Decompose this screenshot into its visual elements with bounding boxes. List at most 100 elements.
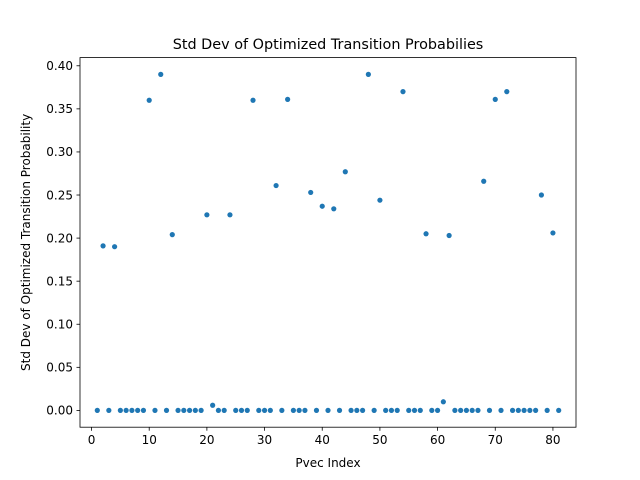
data-point <box>469 407 475 413</box>
data-point <box>325 407 331 413</box>
data-point <box>198 407 204 413</box>
y-tick-label: 0.20 <box>46 231 73 245</box>
data-point <box>446 232 452 239</box>
data-point <box>175 407 181 413</box>
plot-area <box>94 71 562 413</box>
data-point <box>256 407 262 413</box>
data-point <box>169 232 175 238</box>
data-point <box>215 407 222 413</box>
data-point <box>244 407 250 413</box>
data-point <box>377 197 383 203</box>
data-point <box>498 407 504 413</box>
data-point <box>400 89 406 95</box>
data-point <box>336 407 343 413</box>
data-point <box>383 407 389 413</box>
data-point <box>273 182 279 189</box>
x-tick-label: 0 <box>88 433 96 447</box>
data-point <box>521 407 527 413</box>
data-point <box>463 407 470 413</box>
y-tick-label: 0.40 <box>46 59 73 73</box>
data-point <box>302 407 308 413</box>
x-tick-label: 70 <box>488 433 503 447</box>
data-point <box>146 97 152 103</box>
data-point <box>475 407 481 413</box>
data-point <box>452 407 458 413</box>
data-point <box>290 407 296 413</box>
x-tick-label: 80 <box>545 433 560 447</box>
data-point <box>250 97 256 103</box>
data-point <box>204 212 210 218</box>
data-point <box>504 89 510 95</box>
y-tick-label: 0.00 <box>46 404 73 418</box>
data-point <box>406 407 412 413</box>
x-tick-label: 20 <box>199 433 214 447</box>
data-point <box>267 407 273 413</box>
data-point <box>94 407 100 413</box>
data-point <box>348 407 354 413</box>
data-point <box>515 407 521 413</box>
data-point <box>388 407 395 413</box>
data-point <box>285 96 291 102</box>
data-point <box>429 407 435 413</box>
data-point <box>319 203 325 209</box>
data-point <box>417 407 423 413</box>
chart-title: Std Dev of Optimized Transition Probabil… <box>173 37 484 53</box>
data-point <box>163 407 170 413</box>
data-point <box>261 407 268 413</box>
data-point <box>135 407 141 413</box>
data-point <box>106 407 112 413</box>
data-point <box>371 407 377 413</box>
y-tick-label: 0.30 <box>46 145 73 159</box>
y-axis: 0.00 0.05 0.10 0.15 0.20 0.25 0.30 0.35 0.40 <box>46 59 80 418</box>
data-point <box>112 244 118 250</box>
data-point <box>181 407 187 413</box>
data-point <box>527 407 533 413</box>
data-point <box>411 407 418 413</box>
data-point <box>279 407 285 413</box>
x-tick-label: 10 <box>142 433 157 447</box>
data-point <box>123 407 129 413</box>
data-point <box>296 407 302 413</box>
y-axis-label: Std Dev of Optimized Transition Probabil… <box>19 114 33 371</box>
data-point <box>227 212 233 218</box>
data-point <box>550 230 556 236</box>
y-tick-label: 0.15 <box>46 274 73 288</box>
data-point <box>129 407 135 413</box>
data-point <box>221 407 227 413</box>
data-point <box>486 407 493 413</box>
data-point <box>238 407 245 413</box>
data-point <box>538 192 545 198</box>
data-point <box>354 407 360 413</box>
data-point <box>140 407 147 413</box>
data-point <box>210 402 216 408</box>
data-point <box>331 206 337 212</box>
data-point <box>533 407 539 413</box>
data-point <box>360 407 366 413</box>
data-point <box>313 407 320 413</box>
data-point <box>158 71 164 77</box>
data-point <box>492 96 498 102</box>
data-point <box>186 407 193 413</box>
data-point <box>434 407 441 413</box>
data-point <box>423 231 429 237</box>
data-point <box>100 243 106 249</box>
y-tick-label: 0.05 <box>46 361 73 375</box>
data-point <box>481 178 487 184</box>
data-point <box>458 407 464 413</box>
data-point <box>394 407 400 413</box>
data-point <box>192 407 198 413</box>
x-tick-label: 40 <box>315 433 330 447</box>
data-point <box>117 407 123 413</box>
y-tick-label: 0.35 <box>46 102 73 116</box>
axes-frame <box>79 57 577 428</box>
data-point <box>233 407 239 413</box>
data-point <box>544 407 550 413</box>
data-point <box>509 407 516 413</box>
data-point <box>440 399 446 405</box>
x-axis-label: Pvec Index <box>295 456 360 470</box>
data-point <box>152 407 158 413</box>
data-point <box>365 71 371 77</box>
x-axis: 0 10 20 30 40 50 60 70 80 <box>88 427 561 447</box>
